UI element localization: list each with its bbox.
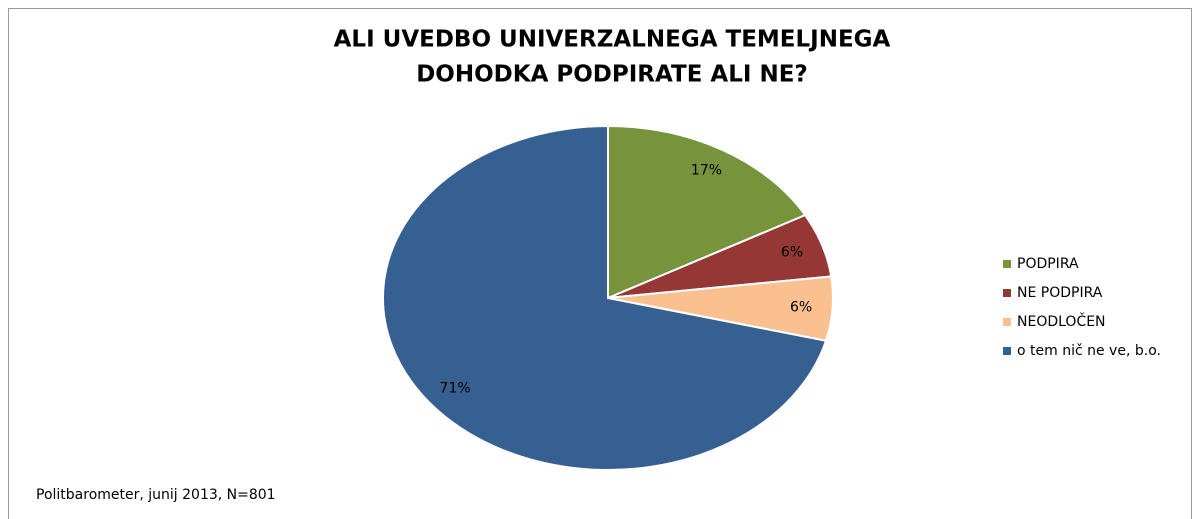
legend-swatch [1003, 289, 1011, 297]
legend-label: NE PODPIRA [1017, 285, 1103, 301]
data-label: 17% [691, 163, 722, 179]
data-label: 6% [781, 244, 803, 260]
data-label: 71% [440, 381, 471, 397]
pie-slice [607, 124, 807, 300]
legend-swatch [1003, 260, 1011, 268]
data-label: 6% [790, 299, 812, 315]
legend-label: o tem nič ne ve, b.o. [1017, 343, 1161, 359]
legend-swatch [1003, 347, 1011, 355]
source-note: Politbarometer, junij 2013, N=801 [36, 487, 276, 503]
legend-label: PODPIRA [1017, 256, 1079, 272]
legend-label: NEODLOČEN [1017, 312, 1106, 330]
legend-swatch [1003, 318, 1011, 326]
pie-slice [382, 124, 828, 471]
chart-title: ALI UVEDBO UNIVERZALNEGA TEMELJNEGA [334, 27, 891, 53]
chart-title: DOHODKA PODPIRATE ALI NE? [416, 62, 808, 88]
